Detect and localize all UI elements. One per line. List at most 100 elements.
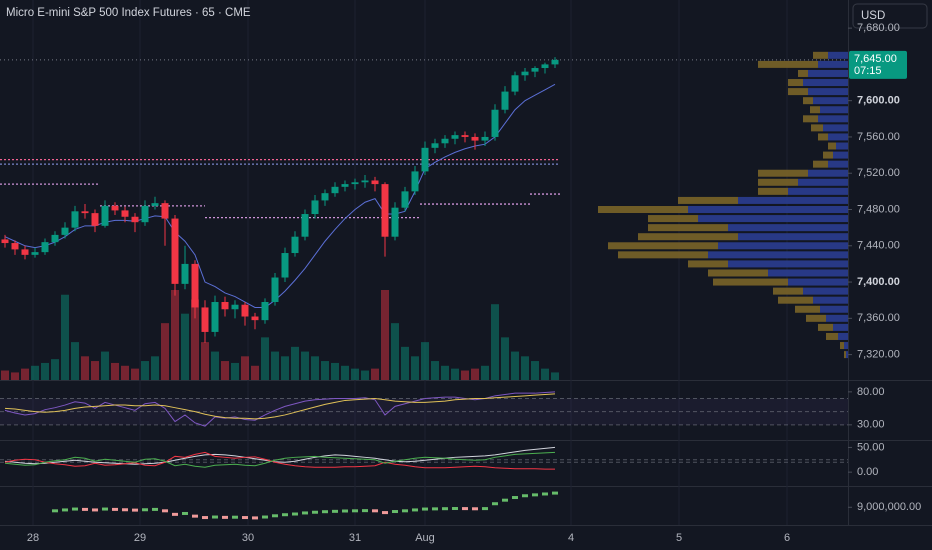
obv-dot [462, 507, 468, 511]
profile-up [688, 205, 848, 213]
volume-bar [31, 365, 39, 380]
volume-bar [341, 365, 349, 380]
volume-bar [451, 368, 459, 380]
obv-dot [82, 507, 88, 511]
last-price-label: 7,645.00 [854, 53, 897, 65]
volume-bar [211, 351, 219, 380]
volume-bar [401, 346, 409, 380]
profile-down [788, 88, 808, 96]
obv-dot [102, 507, 108, 511]
obv-dot [452, 507, 458, 511]
candle-body [161, 203, 169, 219]
plot-layer [0, 0, 848, 525]
candle-body [351, 182, 359, 185]
candle-body [1, 239, 9, 244]
profile-up [808, 88, 848, 96]
profile-up [826, 314, 848, 322]
obv-dot [132, 508, 138, 512]
volume-bar [371, 368, 379, 380]
candle-body [291, 236, 299, 254]
obv-dot [222, 515, 228, 519]
candle-body [231, 304, 239, 310]
candle-body [251, 316, 259, 321]
profile-down [813, 160, 828, 168]
candle-body [361, 180, 369, 183]
profile-up [818, 115, 848, 123]
obv-dot [302, 511, 308, 515]
candle-body [461, 135, 469, 137]
profile-down [638, 233, 738, 241]
volume-bar [391, 323, 399, 380]
obv-dot [512, 496, 518, 500]
candle-body [181, 263, 189, 284]
profile-down [803, 115, 818, 123]
candle-body [491, 109, 499, 137]
obv-dot [172, 512, 178, 516]
profile-down [788, 79, 803, 87]
candle-body [511, 75, 519, 92]
obv-dot [142, 508, 148, 512]
profile-down [818, 323, 833, 331]
profile-down [826, 332, 838, 340]
volume-bar [481, 365, 489, 380]
y-tick-label: 7,320.00 [857, 349, 900, 361]
volume-bar [251, 365, 259, 380]
obv-dot [372, 509, 378, 513]
volume-bar [201, 342, 209, 380]
profile-down [708, 269, 768, 277]
volume-bar [521, 356, 529, 380]
y-tick-label: 7,520.00 [857, 167, 900, 179]
candle-body [321, 193, 329, 201]
obv-dot [242, 516, 248, 520]
candle-body [391, 207, 399, 237]
volume-bar [441, 365, 449, 380]
profile-up [844, 342, 848, 350]
candle-body [81, 211, 89, 214]
profile-down [778, 296, 813, 304]
profile-down [813, 51, 828, 59]
profile-up [768, 269, 848, 277]
profile-down [773, 287, 803, 295]
volume-bar [241, 356, 249, 380]
obv-dot [192, 514, 198, 518]
indicator-line [4, 393, 556, 420]
candle-body [471, 136, 479, 141]
obv-dot [532, 493, 538, 497]
profile-up [823, 124, 848, 132]
profile-down [806, 314, 826, 322]
profile-up [813, 296, 848, 304]
profile-up [808, 169, 848, 177]
obv-dot [92, 508, 98, 512]
obv-dot [482, 507, 488, 511]
profile-up [828, 51, 848, 59]
obv-dot [202, 516, 208, 520]
volume-bar [381, 290, 389, 380]
volume-bar [351, 368, 359, 380]
candle-body [11, 243, 19, 250]
last-price-tag [849, 50, 907, 79]
candle-body [261, 302, 269, 321]
currency-label[interactable]: USD [861, 10, 885, 22]
y-tick-label: 9,000,000.00 [857, 501, 921, 513]
profile-up [820, 305, 848, 313]
candle-body [31, 252, 39, 255]
candle-body [51, 234, 59, 243]
y-tick-label: 30.00 [857, 419, 885, 431]
x-tick-label: Aug [415, 532, 435, 544]
obv-dot [542, 492, 548, 496]
candle-body [71, 211, 79, 228]
profile-down [823, 151, 833, 159]
profile-down [810, 106, 820, 114]
volume-bar [121, 365, 129, 380]
obv-dot [292, 512, 298, 516]
candle-body [371, 180, 379, 185]
profile-up [846, 351, 848, 359]
currency-button[interactable] [852, 3, 928, 29]
candle-body [521, 71, 529, 76]
obv-dot [312, 510, 318, 514]
obv-dot [162, 509, 168, 513]
candle-body [311, 200, 319, 215]
volume-bar [331, 362, 339, 380]
volume-bar [291, 346, 299, 380]
